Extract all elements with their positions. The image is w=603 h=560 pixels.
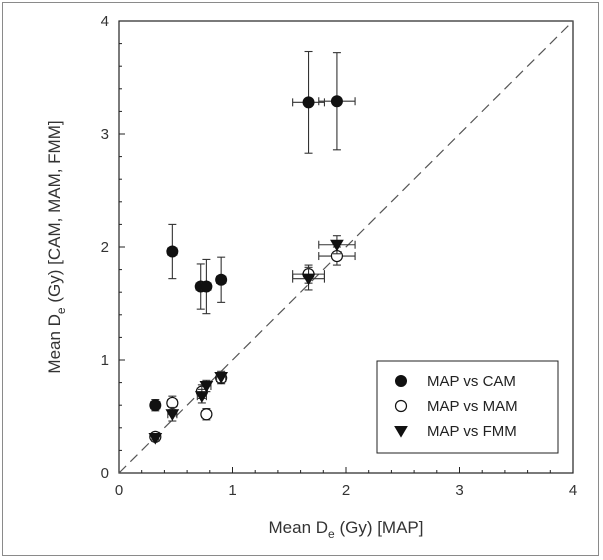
data-point: [200, 280, 213, 293]
data-point: [214, 371, 229, 384]
legend-marker: [395, 375, 407, 387]
x-tick-label: 3: [455, 482, 463, 499]
data-point: [149, 399, 162, 412]
y-axis-label-prefix: Mean D: [45, 314, 64, 374]
legend-entry-label: MAP vs MAM: [427, 398, 518, 415]
series-map-vs-cam: [149, 50, 356, 412]
series-map-vs-fmm: [148, 235, 356, 445]
x-tick-label: 4: [569, 482, 577, 499]
data-point: [301, 273, 316, 286]
y-tick-label: 2: [101, 239, 109, 256]
legend-box: [376, 360, 559, 454]
y-tick-label: 1: [101, 352, 109, 369]
legend-marker: [394, 399, 408, 413]
axis-ticks: 0 1 2 3 4 0 1 2 3 4: [101, 13, 578, 499]
y-axis-label-subscript: e: [54, 307, 68, 314]
x-axis-label-suffix: (Gy) [MAP]: [335, 518, 424, 537]
x-axis-label-subscript: e: [328, 527, 335, 541]
data-point: [165, 409, 180, 421]
x-tick-label: 2: [342, 482, 350, 499]
data-point: [330, 239, 344, 252]
x-tick-label: 1: [228, 482, 236, 499]
y-tick-label: 4: [101, 13, 109, 30]
x-tick-label: 0: [115, 482, 123, 499]
legend-marker: [394, 426, 408, 438]
y-axis-label-suffix: (Gy) [CAM, MAM, FMM]: [45, 120, 64, 307]
legend-entry-label: MAP vs FMM: [427, 423, 517, 440]
data-point: [302, 96, 315, 109]
data-point: [166, 245, 179, 258]
legend: MAP vs CAM MAP vs MAM MAP vs FMM: [376, 360, 559, 454]
data-point: [148, 432, 163, 445]
data-point: [215, 273, 228, 286]
data-marks: [148, 50, 356, 445]
y-tick-label: 0: [101, 465, 109, 482]
x-axis-label: Mean De (Gy) [MAP]: [269, 518, 424, 541]
data-point: [200, 408, 213, 421]
data-point: [330, 95, 343, 108]
y-axis-label: Mean De (Gy) [CAM, MAM, FMM]: [45, 120, 68, 373]
data-point: [199, 380, 214, 393]
data-point: [194, 391, 209, 403]
identity-reference-line: [118, 20, 574, 474]
data-point: [166, 396, 179, 410]
y-tick-label: 3: [101, 126, 109, 143]
x-axis-label-prefix: Mean D: [269, 518, 329, 537]
legend-entry-label: MAP vs CAM: [427, 373, 516, 390]
